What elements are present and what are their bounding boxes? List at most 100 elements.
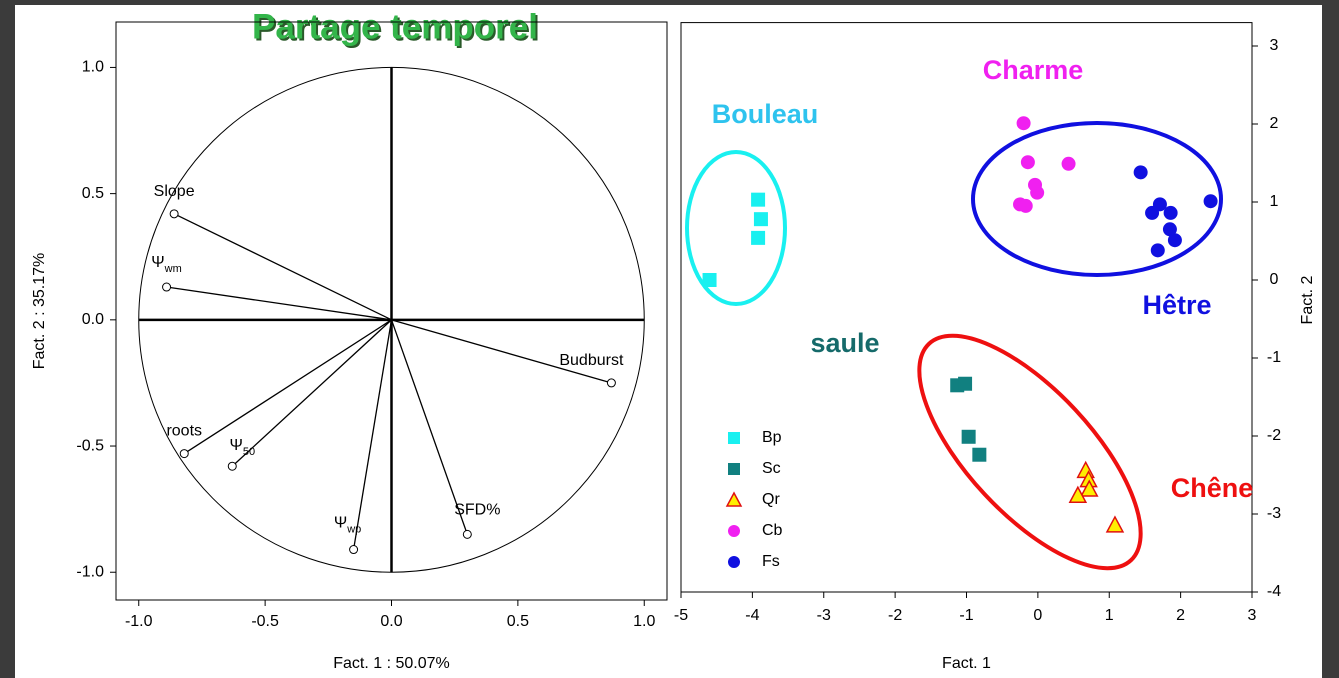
vector-label: Ψwm: [151, 254, 181, 275]
legend-swatch: [725, 491, 743, 507]
group-label: Hêtre: [1142, 290, 1211, 320]
vector-label: Slope: [154, 183, 195, 200]
marker: [1018, 198, 1033, 213]
x-tick-label: 3: [1248, 607, 1257, 624]
title: Partage temporel: [252, 7, 538, 46]
vector-tip: [462, 529, 472, 539]
y-tick-label: 0.0: [82, 311, 104, 328]
y-axis-label: Fact. 2: [1299, 275, 1316, 324]
marker: [1105, 515, 1125, 533]
y-tick-label: 2: [1270, 115, 1279, 132]
group-label: Chêne: [1171, 473, 1254, 503]
marker: [702, 273, 717, 287]
x-tick-label: -1.0: [125, 613, 153, 630]
marker: [1030, 185, 1045, 200]
vector: [391, 319, 612, 384]
marker: [1068, 485, 1088, 504]
group-ellipse: [917, 333, 1143, 571]
vector-label-text: SFD%: [454, 502, 500, 519]
vector: [390, 319, 468, 535]
x-axis-label: Fact. 1: [942, 655, 991, 672]
group-label: saule: [810, 328, 879, 358]
vector: [166, 286, 392, 321]
marker: [1162, 222, 1177, 237]
vector-label: Ψwp: [334, 515, 361, 536]
y-tick-label: -1.0: [76, 563, 104, 580]
x-tick-label: -4: [745, 607, 759, 624]
legend-swatch: [728, 525, 740, 537]
y-tick-label: 1.0: [82, 59, 104, 76]
y-tick-label: -3: [1267, 505, 1281, 522]
vector-label: Ψ50: [229, 437, 255, 458]
y-tick-label: 3: [1270, 37, 1279, 54]
legend-label: Cb: [762, 522, 783, 539]
marker: [751, 230, 766, 245]
legend-swatch: [728, 556, 740, 568]
vector-tip: [227, 461, 237, 471]
x-tick-label: -2: [888, 607, 902, 624]
y-tick-label: -2: [1267, 427, 1281, 444]
panel: [15, 5, 1322, 678]
vector-label-text: Budburst: [559, 352, 624, 369]
vector-tip: [349, 545, 359, 555]
vector-label-sub: 50: [243, 446, 255, 458]
legend-swatch: [728, 432, 740, 444]
marker: [972, 447, 987, 462]
title-shadow: Partage temporel: [254, 9, 540, 48]
vector-label-sub: wm: [164, 263, 182, 275]
x-tick-label: 0.5: [507, 613, 529, 630]
vector-label: roots: [166, 423, 202, 440]
x-tick-label: 0: [1033, 607, 1042, 624]
y-tick-label: -4: [1267, 583, 1281, 600]
legend-label: Qr: [762, 491, 780, 508]
group-ellipse: [971, 121, 1223, 277]
marker: [1150, 243, 1165, 258]
vector-label-text: Ψ: [229, 437, 242, 454]
vector-label-sub: wp: [346, 523, 361, 535]
vector: [183, 319, 392, 455]
vector-label-text: Ψ: [334, 515, 347, 532]
group-label: Bouleau: [712, 99, 819, 129]
marker: [753, 212, 768, 227]
x-tick-label: 1.0: [633, 613, 655, 630]
marker: [1080, 479, 1099, 497]
legend-label: Bp: [762, 429, 782, 446]
x-tick-label: -0.5: [251, 613, 279, 630]
vector-label-text: roots: [166, 423, 202, 440]
legend-label: Fs: [762, 553, 780, 570]
y-axis-label: Fact. 2 : 35.17%: [31, 253, 48, 370]
marker: [961, 429, 976, 444]
marker: [1167, 233, 1182, 248]
y-tick-label: -0.5: [76, 437, 104, 454]
group-ellipse: [685, 150, 787, 306]
vector-label: Budburst: [559, 352, 624, 369]
marker: [1152, 197, 1167, 212]
vector: [231, 319, 392, 467]
marker: [1016, 116, 1031, 131]
y-tick-label: 0: [1270, 271, 1279, 288]
vector-label-text: Ψ: [151, 254, 164, 271]
marker: [751, 192, 766, 207]
x-tick-label: -5: [674, 607, 688, 624]
x-axis-label: Fact. 1 : 50.07%: [333, 655, 450, 672]
legend-label: Sc: [762, 460, 781, 477]
legend-swatch: [728, 463, 740, 475]
x-tick-label: 0.0: [380, 613, 402, 630]
x-tick-label: 2: [1176, 607, 1185, 624]
y-tick-label: 0.5: [82, 185, 104, 202]
vector-tip: [606, 378, 616, 388]
x-tick-label: -3: [817, 607, 831, 624]
vector: [352, 319, 393, 550]
x-tick-label: -1: [959, 607, 973, 624]
vector-tip: [162, 282, 172, 292]
x-tick-label: 1: [1105, 607, 1114, 624]
y-tick-label: -1: [1267, 349, 1281, 366]
vector-label: SFD%: [454, 502, 500, 519]
marker: [958, 376, 973, 391]
marker: [1020, 155, 1035, 170]
group-label: Charme: [983, 55, 1084, 85]
vector-tip: [179, 449, 189, 459]
marker: [1061, 156, 1076, 171]
vector-tip: [169, 209, 179, 219]
